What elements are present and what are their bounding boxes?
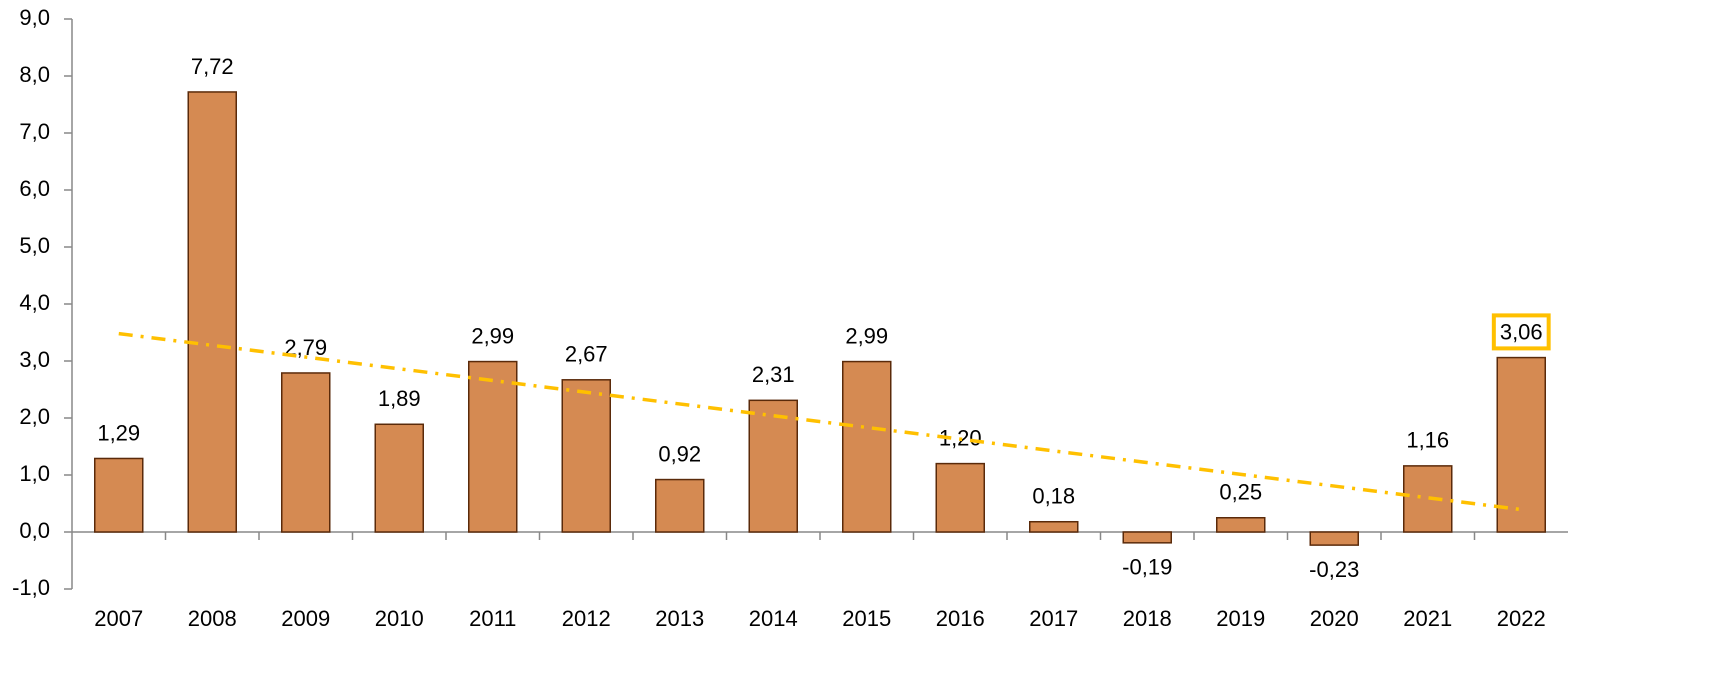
data-label: 1,16 (1406, 428, 1449, 453)
data-label: 2,31 (752, 362, 795, 387)
x-tick-label: 2018 (1123, 606, 1172, 631)
bar (374, 423, 424, 533)
data-label: 2,67 (565, 342, 608, 367)
data-label: 2,99 (471, 323, 514, 348)
bar (94, 457, 144, 533)
highlight-box (1491, 313, 1551, 351)
x-tick-label: 2015 (842, 606, 891, 631)
x-tick-label: 2019 (1216, 606, 1265, 631)
data-label: 3,06 (1500, 319, 1543, 344)
y-tick-label: 1,0 (19, 461, 50, 486)
x-tick-label: 2016 (936, 606, 985, 631)
y-tick-label: 4,0 (19, 290, 50, 315)
x-tick-label: 2014 (749, 606, 798, 631)
y-tick-label: 6,0 (19, 176, 50, 201)
bar (935, 462, 985, 533)
x-tick-label: 2011 (469, 606, 516, 631)
bar (561, 379, 611, 533)
data-label: 0,92 (658, 441, 701, 466)
data-label: 2,99 (845, 323, 888, 348)
x-tick-label: 2021 (1403, 606, 1452, 631)
x-tick-label: 2010 (375, 606, 424, 631)
bar (1403, 465, 1453, 533)
y-tick-label: -1,0 (12, 575, 50, 600)
bar (655, 478, 705, 533)
y-tick-label: 5,0 (19, 233, 50, 258)
bar (468, 360, 518, 533)
y-tick-label: 3,0 (19, 347, 50, 372)
bar (281, 372, 331, 533)
bar (842, 360, 892, 533)
data-label: 0,18 (1032, 484, 1075, 509)
data-label: 7,72 (191, 54, 234, 79)
x-tick-label: 2017 (1029, 606, 1078, 631)
bar (1309, 531, 1359, 546)
data-label: 1,29 (97, 420, 140, 445)
bar (1029, 520, 1079, 533)
data-label: -0,19 (1122, 555, 1172, 580)
bar (187, 91, 237, 533)
data-label: 1,89 (378, 386, 421, 411)
y-tick-label: 9,0 (19, 5, 50, 30)
x-tick-label: 2012 (562, 606, 611, 631)
data-label: -0,23 (1309, 557, 1359, 582)
y-tick-label: 7,0 (19, 119, 50, 144)
bar (1122, 531, 1172, 544)
x-tick-label: 2022 (1497, 606, 1546, 631)
x-tick-label: 2009 (281, 606, 330, 631)
data-label: 0,25 (1219, 480, 1262, 505)
x-tick-label: 2007 (94, 606, 143, 631)
y-tick-label: 8,0 (19, 62, 50, 87)
bar (748, 399, 798, 533)
y-tick-label: 2,0 (19, 404, 50, 429)
bar (1216, 517, 1266, 533)
x-tick-label: 2013 (655, 606, 704, 631)
y-tick-label: 0,0 (19, 518, 50, 543)
x-tick-label: 2020 (1310, 606, 1359, 631)
trend-line (118, 331, 1522, 512)
x-tick-label: 2008 (188, 606, 237, 631)
bar (1496, 356, 1546, 533)
